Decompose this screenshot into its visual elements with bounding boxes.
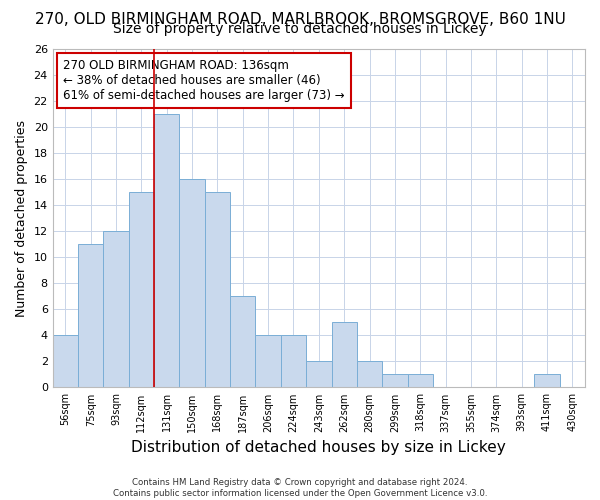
Text: Size of property relative to detached houses in Lickey: Size of property relative to detached ho… (113, 22, 487, 36)
Bar (179, 179, 205, 388)
Bar (306, 362, 332, 388)
Bar (103, 231, 129, 388)
Bar (407, 374, 433, 388)
Text: 270, OLD BIRMINGHAM ROAD, MARLBROOK, BROMSGROVE, B60 1NU: 270, OLD BIRMINGHAM ROAD, MARLBROOK, BRO… (35, 12, 565, 28)
Bar (205, 192, 230, 388)
X-axis label: Distribution of detached houses by size in Lickey: Distribution of detached houses by size … (131, 440, 506, 455)
Text: Contains HM Land Registry data © Crown copyright and database right 2024.
Contai: Contains HM Land Registry data © Crown c… (113, 478, 487, 498)
Bar (281, 336, 306, 388)
Bar (154, 114, 179, 388)
Bar (256, 336, 281, 388)
Bar (382, 374, 407, 388)
Bar (53, 336, 78, 388)
Bar (535, 374, 560, 388)
Bar (332, 322, 357, 388)
Bar (129, 192, 154, 388)
Bar (78, 244, 103, 388)
Bar (357, 362, 382, 388)
Bar (230, 296, 256, 388)
Y-axis label: Number of detached properties: Number of detached properties (15, 120, 28, 316)
Text: 270 OLD BIRMINGHAM ROAD: 136sqm
← 38% of detached houses are smaller (46)
61% of: 270 OLD BIRMINGHAM ROAD: 136sqm ← 38% of… (64, 59, 345, 102)
